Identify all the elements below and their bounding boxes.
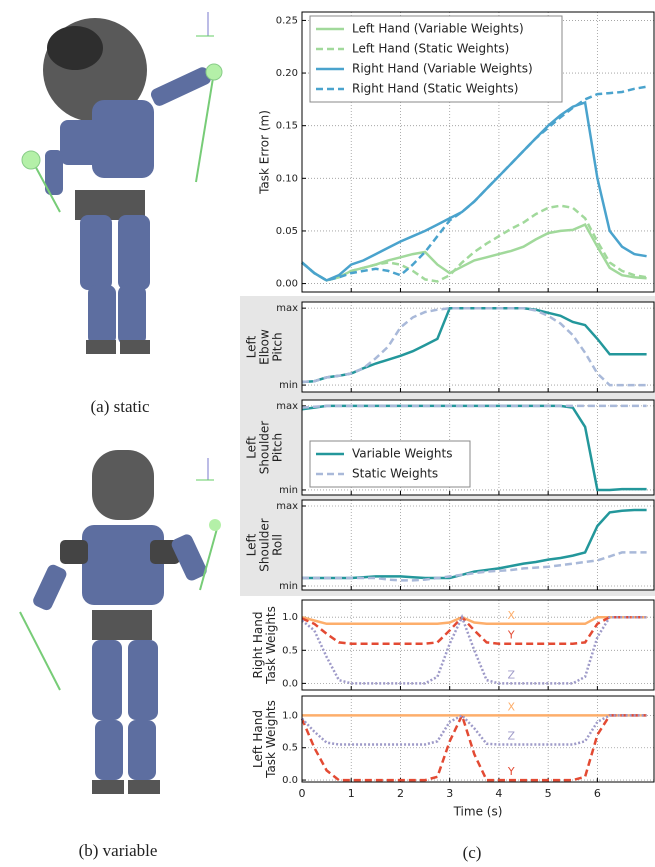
y-tick-label: 1.0: [282, 710, 298, 721]
y-axis-label: Shoulder: [258, 518, 272, 572]
y-axis-label: Task Weights: [264, 606, 278, 685]
y-axis-label: Pitch: [271, 332, 285, 361]
y-axis-label: Left: [245, 436, 259, 459]
caption: (b) variable: [79, 841, 158, 860]
legend-label: Left Hand (Variable Weights): [352, 22, 524, 36]
y-axis-label: Right Hand: [251, 611, 265, 678]
x-tick-label: 3: [446, 787, 453, 800]
y-axis-label: Roll: [271, 534, 285, 556]
series-label: X: [507, 609, 515, 622]
series-label: Y: [507, 629, 515, 642]
x-axis-label: Time (s): [453, 805, 503, 819]
y-tick-label: 0.5: [282, 645, 298, 656]
y-axis-label: Task Weights: [264, 700, 278, 779]
y-axis-label: Task Error (m): [258, 110, 272, 195]
x-tick-label: 6: [594, 787, 601, 800]
legend-label: Right Hand (Static Weights): [352, 82, 518, 96]
legend-label: Static Weights: [352, 467, 438, 481]
robot-variable: [20, 450, 221, 794]
y-tick-label: 1.0: [282, 612, 298, 623]
y-tick-label: 0.5: [282, 743, 298, 754]
y-tick-label: min: [279, 380, 298, 391]
caption: (a) static: [91, 397, 150, 416]
y-axis-label: Left Hand: [251, 710, 265, 768]
y-axis-label: Pitch: [271, 433, 285, 462]
series-label: X: [507, 700, 515, 713]
y-tick-label: max: [276, 401, 298, 412]
x-tick-label: 1: [348, 787, 355, 800]
y-axis-label: Elbow: [258, 329, 272, 365]
caption: (c): [463, 843, 482, 862]
robot-static: [22, 12, 222, 354]
legend-label: Right Hand (Variable Weights): [352, 62, 533, 76]
x-tick-label: 2: [397, 787, 404, 800]
y-tick-label: 0.00: [276, 279, 298, 290]
figure: (a) static (b) variable (c) 0.000.050.10…: [0, 0, 655, 867]
y-tick-label: max: [276, 303, 298, 314]
x-tick-label: 5: [545, 787, 552, 800]
y-tick-label: 0.0: [282, 678, 298, 689]
y-tick-label: 0.05: [276, 226, 298, 237]
plot-area: [302, 500, 654, 590]
y-axis-label: Left: [245, 533, 259, 556]
legend-label: Variable Weights: [352, 447, 452, 461]
y-tick-label: 0.20: [276, 68, 298, 79]
plot-area: [302, 696, 654, 782]
y-tick-label: 0.10: [276, 173, 298, 184]
series-label: Z: [507, 729, 515, 742]
y-axis-label: Left: [245, 335, 259, 358]
y-tick-label: 0.15: [276, 121, 298, 132]
plot-area: [302, 600, 654, 690]
series-label: Z: [507, 668, 515, 681]
y-tick-label: min: [279, 581, 298, 592]
legend-label: Left Hand (Static Weights): [352, 42, 509, 56]
y-axis-label: Shoulder: [258, 421, 272, 475]
y-tick-label: 0.0: [282, 775, 298, 786]
series-label: Y: [507, 765, 515, 778]
y-tick-label: max: [276, 501, 298, 512]
y-tick-label: min: [279, 485, 298, 496]
x-tick-label: 4: [495, 787, 502, 800]
y-tick-label: 0.25: [276, 15, 298, 26]
x-tick-label: 0: [299, 787, 306, 800]
